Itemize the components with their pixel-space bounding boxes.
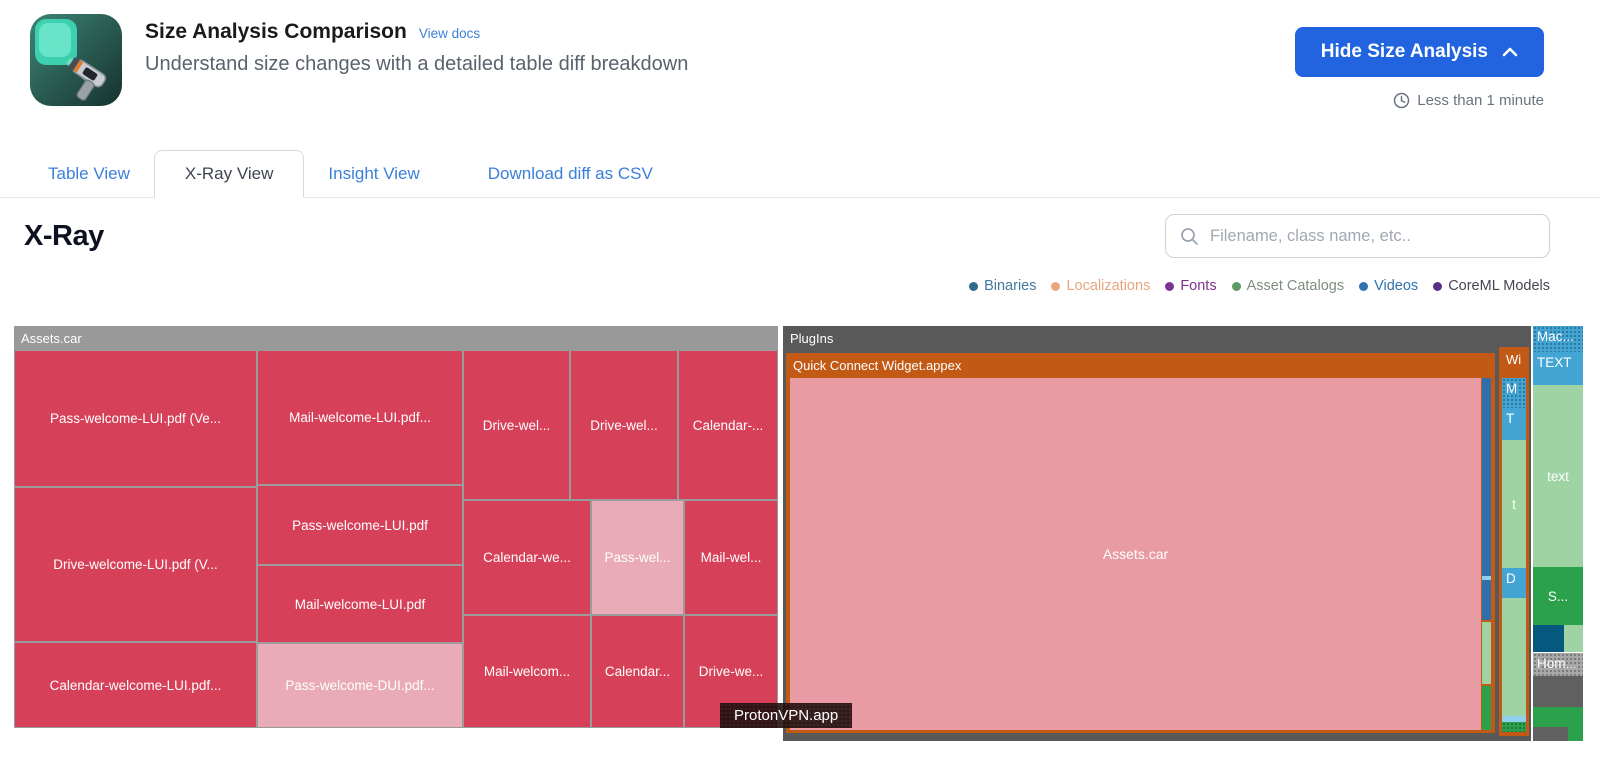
legend-item-asset-catalogs[interactable]: Asset Catalogs <box>1231 278 1345 294</box>
treemap-tile[interactable] <box>1502 722 1526 732</box>
treemap-tile-calendar[interactable]: Calendar... <box>591 615 684 728</box>
treemap-section-label: Assets.car <box>21 331 82 346</box>
view-docs-link[interactable]: View docs <box>418 26 481 41</box>
tab-bar: Table View X-Ray View Insight View Download… <box>0 150 1600 198</box>
treemap-tile-pass-wel[interactable]: Pass-wel... <box>591 500 684 615</box>
treemap-tile[interactable] <box>1502 716 1526 722</box>
search-input[interactable] <box>1208 225 1535 247</box>
treemap-tile-d[interactable]: D <box>1502 568 1526 598</box>
hide-button-label: Hide Size Analysis <box>1320 41 1488 62</box>
page-subtitle: Understand size changes with a detailed … <box>145 53 689 75</box>
legend-label: Fonts <box>1180 278 1217 294</box>
treemap-tile-hom[interactable]: Hom... <box>1533 653 1583 676</box>
treemap-tile-mail-welcom[interactable]: Mail-welcom... <box>463 615 591 728</box>
header: Size Analysis Comparison View docs Under… <box>0 0 1600 118</box>
app-icon <box>28 12 124 108</box>
treemap-tile[interactable] <box>1482 686 1491 730</box>
hide-size-analysis-button[interactable]: Hide Size Analysis <box>1294 27 1544 77</box>
legend-label: Videos <box>1374 278 1419 294</box>
legend-dot-icon <box>1433 281 1443 291</box>
treemap-tile-drive-welcome-lui-pdf-v[interactable]: Drive-welcome-LUI.pdf (V... <box>14 487 257 642</box>
legend-dot-icon <box>1165 281 1175 291</box>
treemap-section-label: Wi <box>1506 352 1522 367</box>
treemap-tile-mac[interactable]: Mac... <box>1533 326 1583 352</box>
legend-dot-icon <box>1359 281 1369 291</box>
legend-item-videos[interactable]: Videos <box>1359 278 1418 294</box>
legend-label: CoreML Models <box>1448 278 1550 294</box>
page-title: Size Analysis Comparison <box>145 20 407 43</box>
search-icon <box>1180 227 1199 246</box>
search-box[interactable] <box>1165 214 1550 258</box>
clock-icon <box>1393 92 1410 109</box>
treemap: ProtonVPN.app Assets.car PlugIns Quick Con… <box>14 326 1583 741</box>
legend-dot-icon <box>969 281 979 291</box>
treemap-tile[interactable] <box>1482 378 1491 620</box>
legend: Binaries Localizations Fonts Asset Catalogs… <box>0 278 1600 294</box>
treemap-tile-mail-wel[interactable]: Mail-wel... <box>684 500 778 615</box>
treemap-tile[interactable] <box>1533 676 1583 707</box>
treemap-section-label: Quick Connect Widget.appex <box>793 358 962 373</box>
tab-insight-view[interactable]: Insight View <box>328 164 420 183</box>
treemap-tile[interactable] <box>1564 625 1583 652</box>
duration-text: Less than 1 minute <box>1417 92 1544 109</box>
legend-item-binaries[interactable]: Binaries <box>969 278 1036 294</box>
legend-label: Localizations <box>1066 278 1151 294</box>
treemap-tile-text[interactable]: text <box>1533 385 1583 567</box>
treemap-tile[interactable] <box>1482 622 1491 684</box>
treemap-tile[interactable] <box>1482 576 1491 580</box>
legend-dot-icon <box>1231 281 1241 291</box>
treemap-section-label: PlugIns <box>790 331 834 346</box>
legend-item-fonts[interactable]: Fonts <box>1165 278 1217 294</box>
treemap-tile-pass-welcome-lui-pdf-ve[interactable]: Pass-welcome-LUI.pdf (Ve... <box>14 350 257 487</box>
tab-download-diff-as-csv[interactable]: Download diff as CSV <box>487 164 653 183</box>
treemap-tile-m[interactable]: M <box>1502 378 1526 408</box>
legend-dot-icon <box>1051 281 1061 291</box>
treemap-tile[interactable] <box>1533 625 1564 652</box>
legend-label: Asset Catalogs <box>1246 278 1345 294</box>
treemap-tile-calendar-welcome-lui-pdf[interactable]: Calendar-welcome-LUI.pdf... <box>14 642 257 728</box>
treemap-tile-text[interactable]: TEXT <box>1533 352 1583 385</box>
treemap-tile-pass-welcome-lui-pdf[interactable]: Pass-welcome-LUI.pdf <box>257 485 463 565</box>
tab-table-view[interactable]: Table View <box>48 164 130 183</box>
treemap-tile-drive-wel[interactable]: Drive-wel... <box>570 350 678 500</box>
xray-toolbar: X-Ray <box>0 198 1600 258</box>
treemap-tile[interactable] <box>1533 707 1583 727</box>
treemap-tile-t[interactable]: t <box>1502 440 1526 568</box>
treemap-tile-t[interactable]: T <box>1502 408 1526 440</box>
treemap-tile-mail-welcome-lui-pdf[interactable]: Mail-welcome-LUI.pdf <box>257 565 463 643</box>
treemap-tooltip: ProtonVPN.app <box>720 703 853 728</box>
tab-x-ray-view[interactable]: X-Ray View <box>153 150 305 198</box>
treemap-tile-s[interactable]: S... <box>1533 567 1583 625</box>
chevron-up-icon <box>1502 47 1518 57</box>
xray-heading: X-Ray <box>24 219 104 252</box>
treemap-tile[interactable] <box>1502 598 1526 716</box>
legend-label: Binaries <box>984 278 1037 294</box>
treemap-tile[interactable] <box>1533 727 1568 741</box>
treemap-tile-pass-welcome-dui-pdf[interactable]: Pass-welcome-DUI.pdf... <box>257 643 463 728</box>
treemap-tile-mail-welcome-lui-pdf[interactable]: Mail-welcome-LUI.pdf... <box>257 350 463 485</box>
treemap-tile-assets-car[interactable]: Assets.car <box>790 378 1481 730</box>
treemap-tile-calendar[interactable]: Calendar-... <box>678 350 778 500</box>
treemap-tile[interactable] <box>1568 727 1583 741</box>
treemap-tile-drive-wel[interactable]: Drive-wel... <box>463 350 570 500</box>
legend-item-localizations[interactable]: Localizations <box>1051 278 1150 294</box>
legend-item-coreml-models[interactable]: CoreML Models <box>1433 278 1550 294</box>
treemap-tile-calendar-we[interactable]: Calendar-we... <box>463 500 591 615</box>
